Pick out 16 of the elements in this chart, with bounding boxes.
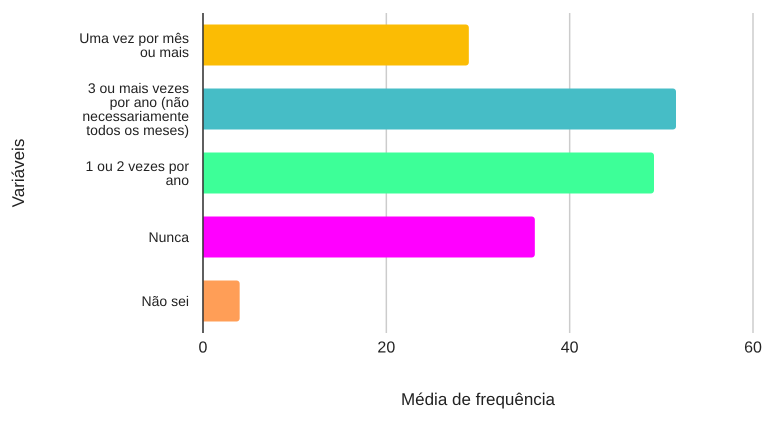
y-tick-label: Nunca [148, 228, 190, 245]
y-tick-label: 1 ou 2 vezes por ano [85, 158, 190, 188]
y-tick-label: Uma vez por mês ou mais [79, 30, 189, 60]
bar [203, 24, 469, 66]
x-axis-title: Média de frequência [400, 390, 556, 409]
x-tick-label: 60 [744, 339, 762, 356]
bar [203, 88, 676, 130]
bar [203, 216, 535, 258]
y-axis-title: Variáveis [9, 138, 28, 208]
x-tick-label: 20 [377, 339, 396, 356]
y-tick-label: Não sei [142, 292, 189, 309]
x-tick-label: 40 [560, 339, 579, 356]
bar [203, 152, 654, 194]
y-tick-label: 3 ou mais vezes por ano (não necessariamente todos os meses) [82, 80, 190, 138]
x-tick-label: 0 [198, 339, 208, 356]
bar [203, 280, 240, 322]
